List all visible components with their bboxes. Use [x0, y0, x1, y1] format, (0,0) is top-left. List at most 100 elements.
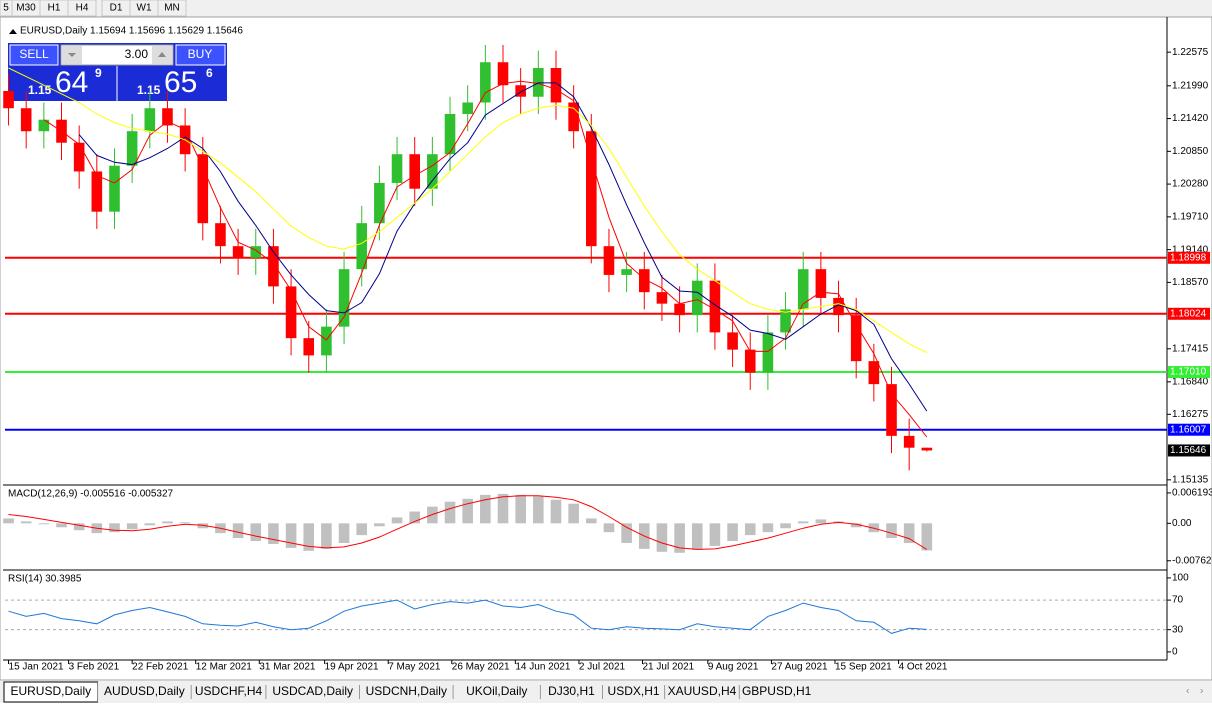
candle-body [462, 102, 473, 114]
tab-scroll-right[interactable]: › [1200, 686, 1203, 697]
tab-label[interactable]: USDX,H1 [608, 684, 660, 698]
buy-label[interactable]: BUY [188, 47, 213, 61]
candle-body [409, 154, 420, 189]
macd-bar [621, 523, 632, 543]
y-tick-label: 0 [1172, 647, 1178, 658]
x-tick-label: 19 Apr 2021 [325, 662, 379, 673]
candle-body [497, 62, 509, 86]
level-label: 1.18024 [1170, 308, 1207, 319]
tab-label[interactable]: XAUUSD,H4 [668, 684, 737, 698]
candle-body [444, 113, 456, 155]
tab[interactable] [265, 682, 360, 702]
macd-bar [162, 521, 173, 524]
macd-bar [338, 523, 350, 543]
candle-body [303, 338, 315, 356]
candle-body [533, 67, 544, 97]
tab-label[interactable]: DJ30,H1 [548, 684, 595, 698]
candle-body [427, 154, 438, 189]
candle-body [3, 90, 14, 109]
macd-bar [480, 494, 491, 524]
candle-body [374, 182, 385, 224]
timeframe-label[interactable]: M30 [16, 3, 36, 14]
candle-body [73, 142, 85, 172]
macd-bar [356, 523, 368, 536]
timeframe-button[interactable] [157, 0, 187, 17]
tab-label[interactable]: USDCNH,Daily [366, 684, 447, 698]
y-tick-label: 1.17415 [1172, 343, 1209, 354]
tab-label[interactable]: GBPUSD,H1 [742, 684, 812, 698]
tab-label[interactable]: UKOil,Daily [466, 684, 527, 698]
candle-body [20, 108, 32, 132]
lot-up-icon [158, 52, 166, 57]
candle-body [691, 280, 703, 316]
candle-body [586, 131, 597, 247]
timeframe-label[interactable]: H1 [48, 3, 61, 14]
tab[interactable] [359, 682, 454, 702]
tab[interactable] [664, 682, 740, 702]
timeframe-button[interactable] [67, 0, 97, 17]
y-tick-label: 1.20850 [1172, 146, 1209, 157]
tab[interactable] [97, 682, 192, 702]
buy-button[interactable] [175, 44, 226, 66]
x-tick-label: 15 Jan 2021 [9, 662, 64, 673]
y-tick-label: 1.16275 [1172, 409, 1209, 420]
macd-bar [38, 523, 50, 525]
macd-bar [303, 523, 315, 551]
level-label-bg [1168, 307, 1210, 320]
chart-header: EURUSD,Daily 1.15694 1.15696 1.15629 1.1… [20, 26, 243, 37]
macd-bar [73, 523, 85, 531]
tab[interactable] [602, 682, 665, 702]
chart-window [0, 16, 1212, 681]
x-tick-label: 2 Jul 2021 [579, 662, 626, 673]
lot-value[interactable]: 3.00 [125, 47, 149, 61]
macd-bar [444, 501, 456, 524]
tab-scroll-left[interactable]: ‹ [1186, 686, 1189, 697]
moving-average [78, 82, 928, 412]
toolbar [0, 0, 1212, 17]
tab-label[interactable]: AUDUSD,Daily [104, 684, 185, 698]
tab[interactable] [453, 682, 541, 702]
trade-panel[interactable]: SELL 3.00 BUY 1.15 64 9 1.15 65 6 [8, 43, 227, 101]
candle-body [144, 108, 156, 132]
macd-label: MACD(12,26,9) -0.005516 -0.005327 [8, 489, 174, 500]
menu-arrow[interactable] [9, 29, 17, 34]
candle-body [674, 303, 685, 316]
timeframe-label[interactable]: H4 [76, 3, 89, 14]
timeframe-label[interactable]: W1 [137, 3, 152, 14]
timeframe-label[interactable]: 5 [3, 3, 9, 14]
tab-label[interactable]: USDCAD,Daily [272, 684, 353, 698]
macd-bar [762, 523, 774, 533]
sell-button[interactable] [9, 44, 59, 66]
candle-body [515, 85, 526, 97]
macd-bar [674, 523, 685, 553]
sell-pips: 64 [55, 66, 88, 99]
sell-label[interactable]: SELL [19, 47, 49, 61]
x-tick-label: 26 May 2021 [452, 662, 510, 673]
y-tick-label: 1.22575 [1172, 47, 1209, 58]
buy-fraction: 6 [206, 66, 213, 80]
tab-label[interactable]: EURUSD,Daily [10, 684, 91, 698]
last-price-bg [1168, 444, 1210, 457]
timeframe-label[interactable]: MN [164, 3, 180, 14]
candle-body [568, 102, 579, 132]
last-price-label: 1.15646 [1170, 445, 1207, 456]
macd-bar [727, 523, 738, 542]
tab[interactable] [739, 682, 814, 702]
timeframe-label[interactable]: D1 [110, 3, 123, 14]
macd-bar [20, 521, 32, 524]
level-label-bg [1168, 366, 1210, 379]
tab[interactable] [191, 682, 266, 702]
macd-bar [850, 523, 862, 528]
y-tick-label: 1.18570 [1172, 277, 1209, 288]
candle-body [550, 67, 562, 103]
y-tick-label: 1.19140 [1172, 244, 1209, 255]
x-tick-label: 21 Jul 2021 [643, 662, 695, 673]
candle-body [709, 280, 721, 333]
tab[interactable] [540, 682, 603, 702]
candle-body [903, 435, 915, 448]
lot-input[interactable] [60, 44, 174, 66]
tab-label[interactable]: USDCHF,H4 [195, 684, 263, 698]
moving-average [43, 80, 928, 438]
candle-body [91, 171, 103, 212]
